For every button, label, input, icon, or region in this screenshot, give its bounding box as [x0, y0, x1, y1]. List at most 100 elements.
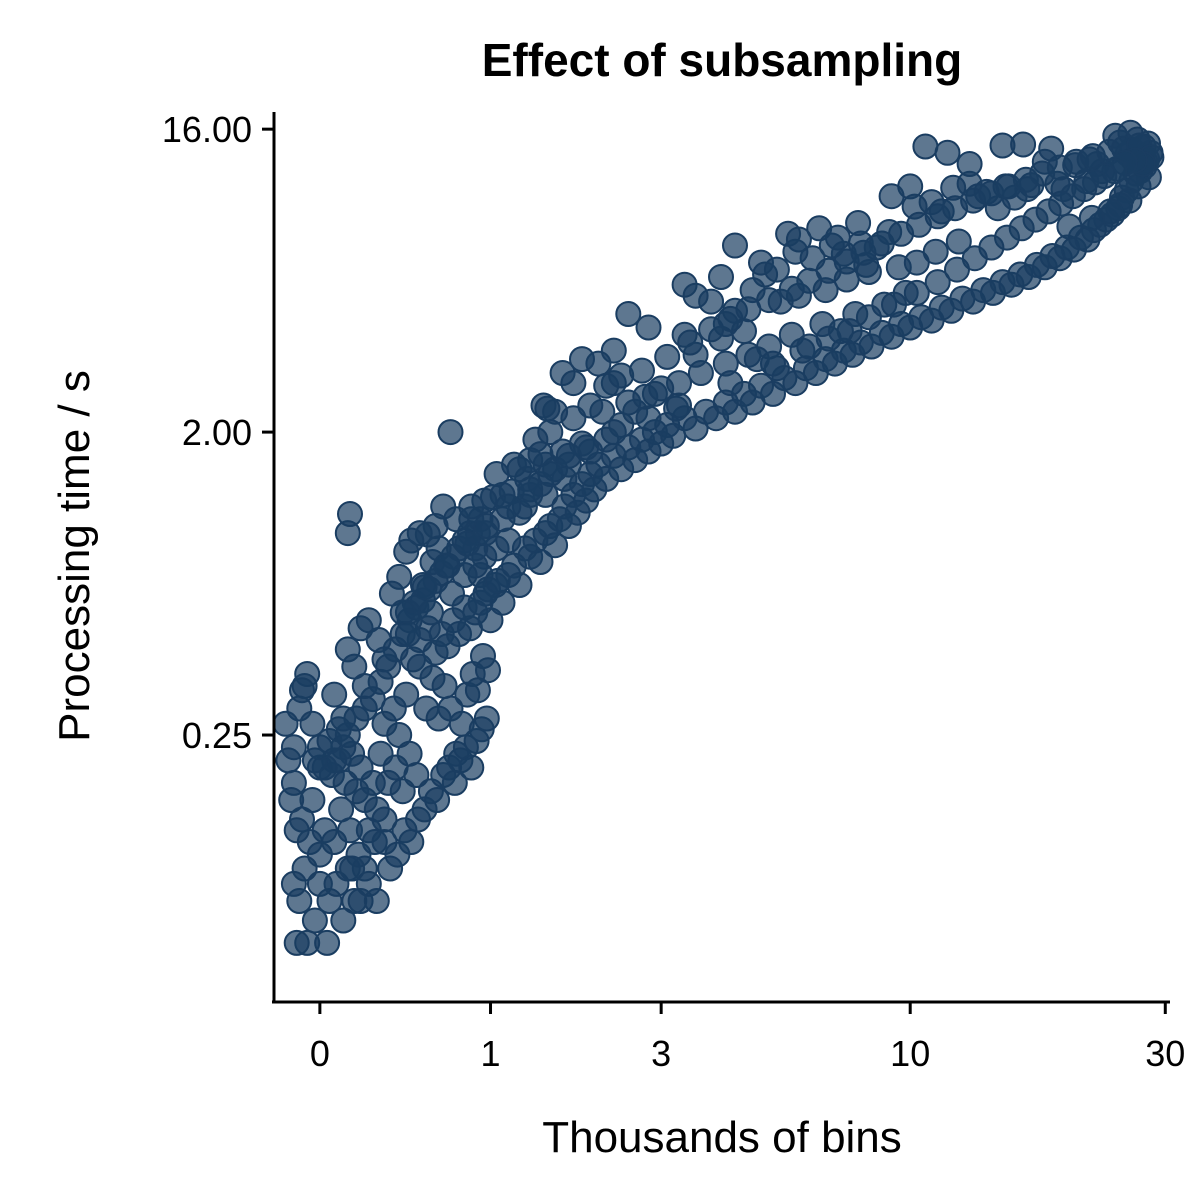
data-point: [483, 461, 510, 487]
data-point: [903, 279, 930, 306]
data-point: [280, 734, 307, 761]
data-point: [495, 527, 522, 554]
data-point: [393, 538, 420, 565]
x-tick-label: 0: [310, 1033, 330, 1074]
data-point: [351, 673, 378, 699]
data-point: [314, 929, 341, 956]
data-point: [417, 599, 444, 626]
x-axis-label: Thousands of bins: [542, 1113, 902, 1162]
data-point: [537, 419, 564, 446]
data-point: [1078, 204, 1105, 231]
data-point: [945, 228, 972, 255]
data-point: [796, 333, 823, 360]
x-tick-label: 3: [651, 1033, 671, 1074]
data-point: [654, 343, 681, 370]
data-point: [648, 375, 675, 402]
data-points: [272, 119, 1165, 956]
data-point: [484, 567, 511, 594]
y-axis-label: Processing time / s: [50, 370, 99, 742]
data-point: [458, 754, 485, 781]
data-point: [437, 419, 464, 446]
data-point: [272, 710, 299, 737]
data-point: [278, 787, 305, 813]
data-point: [756, 287, 783, 314]
data-point: [534, 395, 561, 422]
data-point: [299, 710, 326, 737]
data-point: [600, 419, 627, 446]
data-point: [495, 493, 522, 520]
data-point: [924, 269, 951, 296]
data-point: [934, 139, 961, 166]
data-point: [845, 210, 872, 236]
data-point: [785, 226, 812, 253]
data-point: [600, 337, 627, 364]
data-point: [389, 599, 416, 626]
data-point: [454, 530, 481, 557]
data-point: [555, 442, 582, 469]
data-point: [398, 829, 425, 855]
data-point: [301, 907, 328, 934]
x-tick-label: 10: [890, 1033, 930, 1074]
data-point: [431, 673, 458, 699]
data-point: [337, 501, 363, 527]
data-point: [433, 552, 460, 579]
data-point: [855, 304, 882, 331]
data-point: [722, 232, 748, 259]
data-point: [367, 740, 394, 767]
x-tick-label: 1: [481, 1033, 501, 1074]
data-point: [881, 291, 907, 318]
data-point: [330, 705, 357, 732]
data-point: [517, 476, 544, 503]
data-point: [682, 282, 709, 309]
y-axis-ticks: 0.25 2.00 16.00: [162, 109, 274, 756]
data-point: [475, 657, 501, 684]
data-point: [289, 677, 315, 704]
data-point: [542, 532, 569, 559]
y-tick-label: 0.25: [182, 715, 252, 756]
data-point: [827, 318, 854, 345]
data-point: [878, 183, 905, 210]
data-point: [944, 256, 970, 283]
x-axis-ticks: 0 1 3 10 30: [310, 1002, 1185, 1074]
x-tick-label: 30: [1145, 1033, 1185, 1074]
data-point: [537, 461, 564, 487]
data-point: [824, 224, 851, 251]
data-point: [393, 681, 420, 708]
data-point: [283, 929, 310, 956]
data-point: [411, 574, 438, 601]
data-point: [473, 705, 500, 732]
data-point: [439, 580, 465, 607]
data-point: [615, 301, 642, 327]
chart-title: Effect of subsampling: [482, 34, 962, 86]
data-point: [635, 314, 662, 341]
data-point: [386, 722, 413, 748]
data-point: [629, 357, 655, 384]
data-point: [371, 646, 398, 673]
data-point: [708, 264, 734, 290]
data-point: [527, 549, 554, 575]
data-point: [912, 133, 939, 160]
data-point: [717, 370, 744, 397]
data-point: [635, 405, 662, 432]
data-point: [677, 329, 704, 356]
data-point: [283, 817, 310, 844]
data-point: [760, 350, 786, 377]
data-point: [458, 493, 485, 520]
data-point: [956, 151, 983, 177]
data-point: [1010, 131, 1037, 158]
data-point: [922, 238, 949, 265]
data-point: [424, 787, 451, 813]
data-point: [280, 870, 307, 897]
data-point: [339, 855, 366, 882]
y-tick-label: 16.00: [162, 109, 252, 150]
data-point: [321, 681, 348, 708]
data-point: [403, 762, 430, 788]
data-point: [394, 621, 421, 647]
data-point: [763, 256, 790, 283]
y-tick-label: 2.00: [182, 412, 252, 453]
data-point: [560, 370, 587, 397]
data-point: [473, 513, 500, 539]
data-point: [330, 907, 357, 934]
data-point: [569, 346, 595, 373]
